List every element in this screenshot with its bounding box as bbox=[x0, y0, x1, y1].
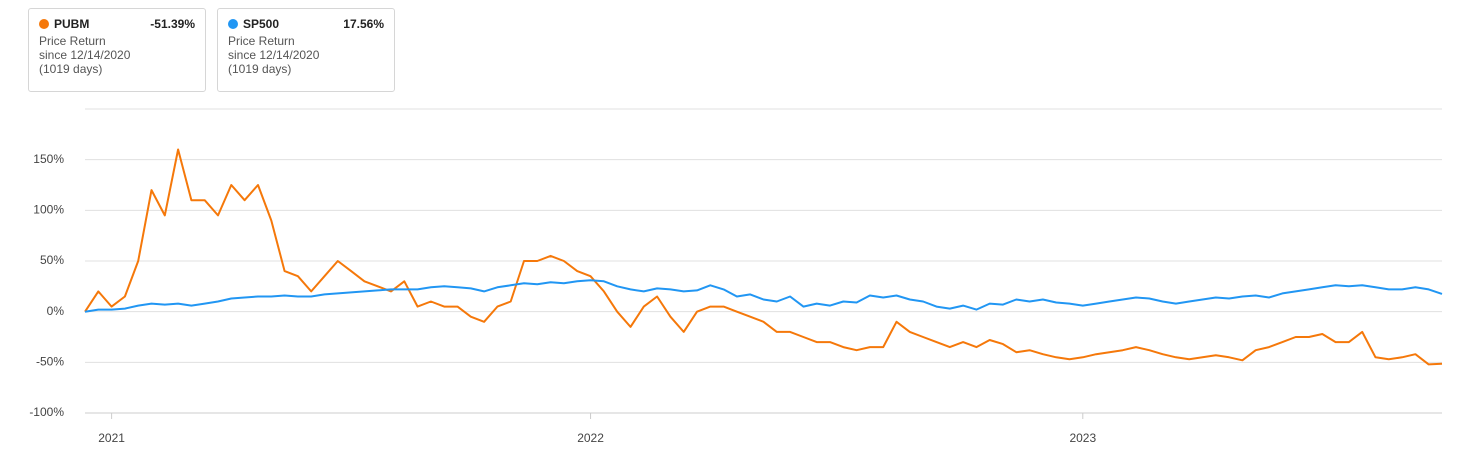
legend-days: (1019 days) bbox=[228, 62, 292, 76]
x-tick-label: 2021 bbox=[98, 431, 125, 445]
legend-dot bbox=[228, 19, 238, 29]
legend-card: PUBM -51.39% Price Return since 12/14/2020(… bbox=[28, 8, 206, 92]
legend-card: SP500 17.56% Price Return since 12/14/2020(… bbox=[217, 8, 395, 92]
y-tick-label: -100% bbox=[29, 405, 64, 419]
legend-head: PUBM -51.39% bbox=[39, 17, 195, 31]
legend-measure: Price Return bbox=[39, 34, 106, 48]
legend-since: since 12/14/2020 bbox=[39, 48, 131, 62]
legend-days: (1019 days) bbox=[39, 62, 103, 76]
y-tick-label: -50% bbox=[36, 355, 64, 369]
legend-change: 17.56% bbox=[343, 17, 384, 31]
legend-head: SP500 17.56% bbox=[228, 17, 384, 31]
y-tick-label: 50% bbox=[40, 253, 64, 267]
legend-name: SP500 bbox=[243, 17, 280, 31]
legend-dot bbox=[39, 19, 49, 29]
legend-change: -51.39% bbox=[150, 17, 195, 31]
y-tick-label: 150% bbox=[33, 152, 64, 166]
x-tick-label: 2022 bbox=[577, 431, 604, 445]
legend-since: since 12/14/2020 bbox=[228, 48, 320, 62]
legend-name-wrap: PUBM bbox=[39, 17, 89, 31]
y-tick-label: 0% bbox=[47, 304, 65, 318]
series-line bbox=[84, 279, 1443, 313]
x-tick-label: 2023 bbox=[1069, 431, 1096, 445]
y-tick-label: 100% bbox=[33, 203, 64, 217]
series-line bbox=[84, 148, 1443, 366]
legend-name-wrap: SP500 bbox=[228, 17, 279, 31]
legend-measure: Price Return bbox=[228, 34, 295, 48]
legend-name: PUBM bbox=[54, 17, 90, 31]
